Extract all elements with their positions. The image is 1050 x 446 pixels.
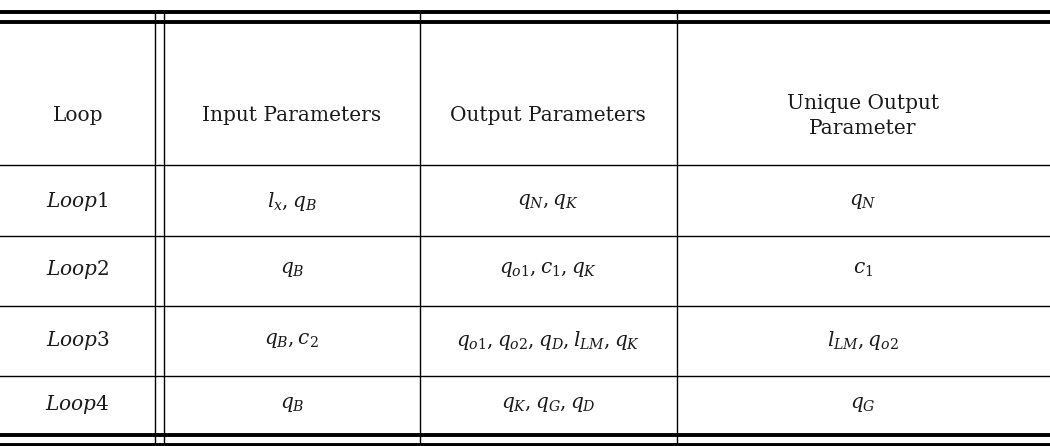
Text: Loop: Loop — [52, 107, 103, 125]
Text: $q_K, q_G, q_D$: $q_K, q_G, q_D$ — [501, 395, 595, 413]
Text: Output Parameters: Output Parameters — [450, 107, 646, 125]
Text: $q_N, q_K$: $q_N, q_K$ — [517, 192, 580, 211]
Text: $q_B, c_2$: $q_B, c_2$ — [265, 331, 319, 350]
Text: $q_B$: $q_B$ — [279, 260, 304, 279]
Text: $q_G$: $q_G$ — [850, 395, 876, 413]
Text: $q_{o1}, q_{o2}, q_D, l_{LM}, q_K$: $q_{o1}, q_{o2}, q_D, l_{LM}, q_K$ — [456, 329, 640, 352]
Text: $\mathit{Loop}$4: $\mathit{Loop}$4 — [45, 392, 110, 416]
Text: $\mathit{Loop}$2: $\mathit{Loop}$2 — [46, 258, 109, 281]
Text: $q_B$: $q_B$ — [279, 395, 304, 413]
Text: Unique Output
Parameter: Unique Output Parameter — [788, 94, 939, 138]
Text: $\mathit{Loop}$3: $\mathit{Loop}$3 — [46, 329, 109, 352]
Text: Input Parameters: Input Parameters — [203, 107, 381, 125]
Text: $l_x, q_B$: $l_x, q_B$ — [267, 190, 317, 213]
Text: $\mathit{Loop}$1: $\mathit{Loop}$1 — [46, 190, 109, 213]
Text: $q_{o1}, c_1, q_K$: $q_{o1}, c_1, q_K$ — [499, 260, 597, 279]
Text: $l_{LM}, q_{o2}$: $l_{LM}, q_{o2}$ — [827, 329, 899, 352]
Text: $c_1$: $c_1$ — [853, 260, 874, 279]
Text: $q_N$: $q_N$ — [849, 192, 877, 211]
